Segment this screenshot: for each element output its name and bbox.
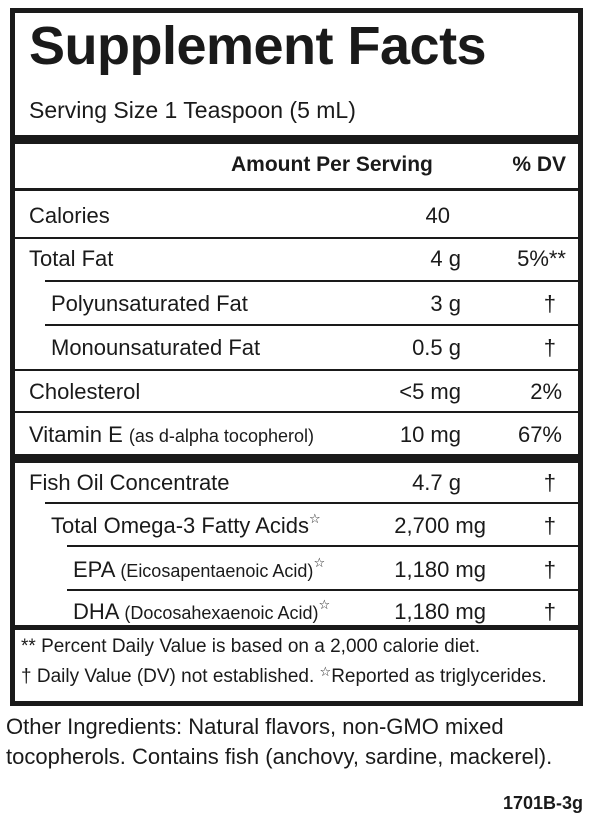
supplement-facts-panel: Supplement Facts Serving Size 1 Teaspoon… (10, 8, 583, 630)
nutrient-dv: † (543, 470, 556, 495)
divider (15, 237, 578, 239)
star-icon: ☆ (313, 555, 326, 570)
nutrient-dv: † (543, 291, 556, 316)
nutrient-name-main: Vitamin E (29, 422, 123, 447)
product-code: 1701B-3g (502, 793, 583, 813)
facts-row: Calories 40 (15, 195, 578, 235)
divider-thick (15, 625, 578, 630)
star-icon: ☆ (309, 511, 321, 526)
nutrient-dv: 5%** (517, 246, 566, 271)
facts-row: Cholesterol <5 mg 2% (15, 371, 578, 411)
star-icon: ☆ (318, 597, 331, 612)
amount-per-serving-header: Amount Per Serving (231, 153, 433, 176)
star-icon: ☆ (319, 664, 332, 679)
facts-row: Total Omega-3 Fatty Acids☆ 2,700 mg † (15, 505, 578, 545)
nutrient-amount: 1,180 mg (394, 599, 486, 624)
nutrient-name: Monounsaturated Fat (51, 335, 261, 360)
nutrient-amount: 4 g (430, 246, 461, 271)
footnote-triglycerides: Reported as triglycerides. (331, 666, 547, 687)
nutrient-name-detail: (as d-alpha tocopherol) (128, 426, 314, 446)
divider (45, 502, 578, 504)
nutrient-name: Total Fat (29, 246, 114, 271)
footnote-dv-basis: ** Percent Daily Value is based on a 2,0… (21, 636, 481, 657)
nutrient-dv: † (543, 335, 556, 360)
facts-row: Monounsaturated Fat 0.5 g † (15, 327, 578, 367)
nutrient-name-main: Total Omega-3 Fatty Acids (51, 513, 309, 538)
divider (15, 188, 578, 191)
nutrient-name: Total Omega-3 Fatty Acids☆ (51, 511, 321, 539)
nutrient-name: Cholesterol (29, 379, 141, 404)
facts-row: DHA (Docosahexaenoic Acid)☆ 1,180 mg † (15, 591, 578, 631)
divider (15, 369, 578, 371)
nutrient-name: DHA (Docosahexaenoic Acid)☆ (73, 597, 331, 625)
nutrient-amount: 4.7 g (412, 470, 461, 495)
footnote-dv-not-established: † Daily Value (DV) not established. ☆Rep… (21, 664, 547, 688)
nutrient-name-main: DHA (73, 599, 119, 624)
nutrient-name: EPA (Eicosapentaenoic Acid)☆ (73, 555, 326, 583)
divider-thick (15, 135, 578, 144)
nutrient-amount: 40 (425, 203, 450, 228)
nutrient-amount: 2,700 mg (394, 513, 486, 538)
nutrient-amount: 1,180 mg (394, 557, 486, 582)
footnote-box: ** Percent Daily Value is based on a 2,0… (10, 620, 583, 706)
facts-row: Total Fat 4 g 5%** (15, 238, 578, 278)
divider (45, 280, 578, 282)
nutrient-dv: † (543, 557, 556, 582)
nutrient-amount: 10 mg (399, 422, 461, 447)
nutrient-name: Calories (29, 203, 110, 228)
divider (45, 324, 578, 326)
divider (67, 545, 578, 547)
nutrient-dv: † (543, 599, 556, 624)
other-ingredients: Other Ingredients: Natural flavors, non-… (6, 714, 553, 769)
nutrient-name-detail: (Docosahexaenoic Acid) (124, 603, 319, 623)
dv-header: % DV (512, 153, 566, 176)
nutrient-name: Vitamin E (as d-alpha tocopherol) (29, 422, 314, 448)
nutrient-name-detail: (Eicosapentaenoic Acid) (120, 561, 314, 581)
divider-thick (15, 454, 578, 463)
nutrient-dv: 2% (530, 379, 562, 404)
nutrient-dv: 67% (517, 422, 562, 447)
panel-title: Supplement Facts (29, 16, 487, 76)
nutrient-amount: 0.5 g (412, 335, 461, 360)
divider (67, 589, 578, 591)
nutrient-name: Fish Oil Concentrate (29, 470, 230, 495)
nutrient-amount: 3 g (430, 291, 461, 316)
facts-row: Fish Oil Concentrate 4.7 g † (15, 462, 578, 502)
facts-row: Vitamin E (as d-alpha tocopherol) 10 mg … (15, 414, 578, 454)
facts-row: Polyunsaturated Fat 3 g † (15, 283, 578, 323)
nutrient-dv: † (543, 513, 556, 538)
footnote-text: † Daily Value (DV) not established. (21, 666, 315, 687)
nutrient-amount: <5 mg (399, 379, 461, 404)
divider (15, 411, 578, 413)
facts-row: EPA (Eicosapentaenoic Acid)☆ 1,180 mg † (15, 549, 578, 589)
nutrient-name-main: EPA (73, 557, 115, 582)
nutrient-name: Polyunsaturated Fat (51, 291, 248, 316)
serving-size: Serving Size 1 Teaspoon (5 mL) (29, 97, 356, 123)
